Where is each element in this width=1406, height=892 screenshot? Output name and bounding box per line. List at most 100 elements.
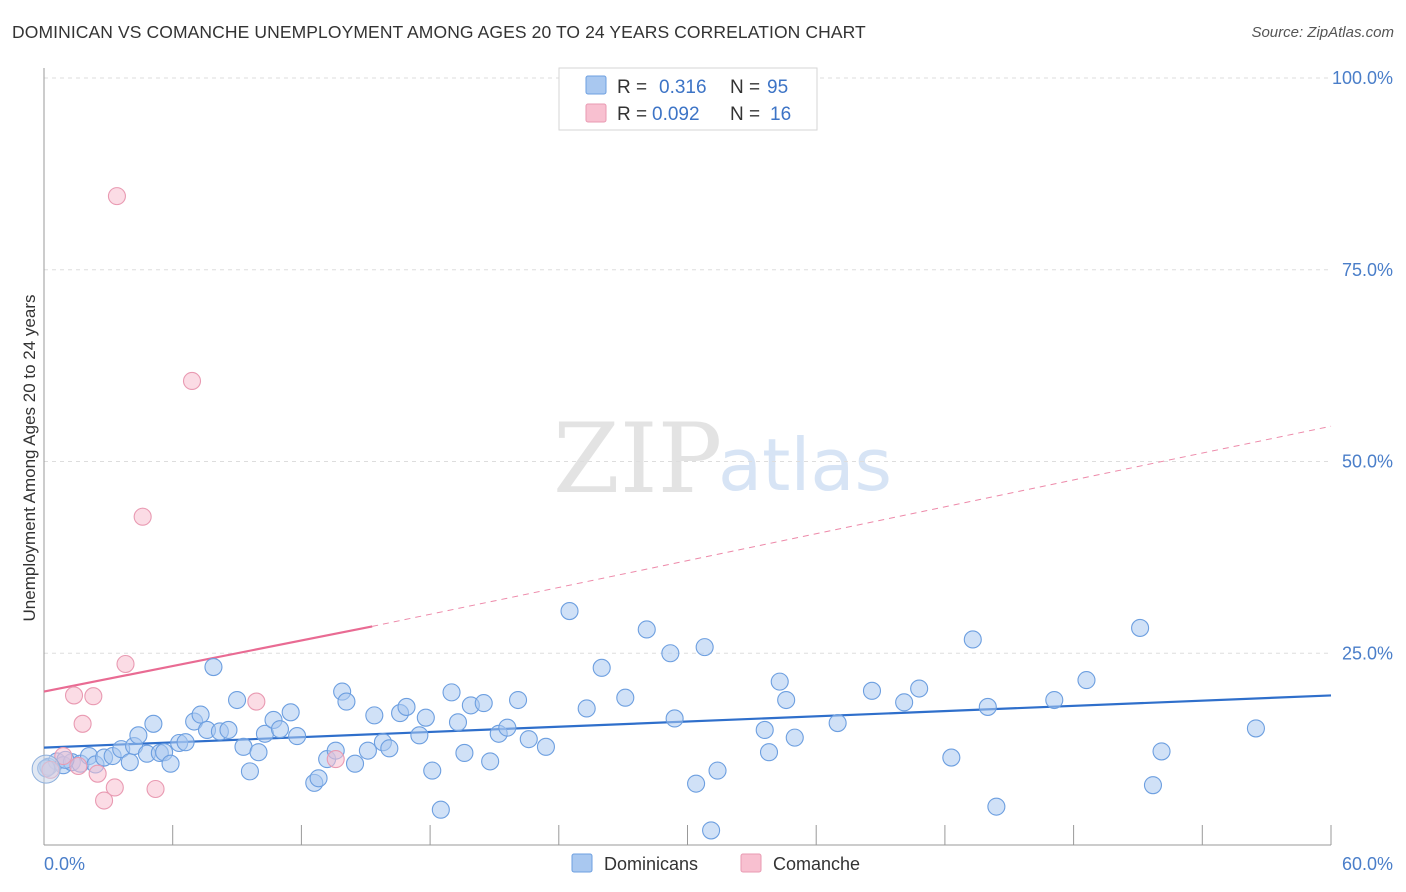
point-comanche-2	[69, 756, 88, 776]
point-dominicans-89	[1131, 618, 1150, 637]
point-dominicans-90	[1143, 776, 1163, 795]
point-comanche-6	[95, 791, 114, 810]
legend-r-label-comanche: R =	[617, 104, 647, 125]
point-dominicans-25	[219, 720, 238, 740]
point-dominicans-57	[481, 752, 500, 771]
point-dominicans-14	[144, 714, 163, 733]
point-dominicans-56	[474, 694, 493, 713]
point-dominicans-72	[702, 821, 721, 840]
point-dominicans-81	[895, 693, 914, 712]
point-comanche-12	[107, 187, 126, 206]
point-dominicans-79	[828, 713, 847, 733]
point-comanche-8	[116, 654, 135, 674]
point-comanche-1	[54, 746, 73, 766]
point-dominicans-85	[978, 697, 997, 716]
point-dominicans-50	[423, 761, 442, 780]
point-dominicans-45	[380, 739, 399, 758]
point-dominicans-73	[708, 761, 727, 780]
point-dominicans-41	[345, 754, 365, 773]
y-tick-labels: 100.0% 75.0% 50.0% 25.0%	[1332, 68, 1393, 663]
point-dominicans-71	[695, 638, 714, 657]
source-label: Source: ZipAtlas.com	[1251, 24, 1394, 41]
y-tick-label-25: 25.0%	[1342, 643, 1393, 663]
point-dominicans-77	[777, 690, 796, 710]
legend-n-label-comanche: N =	[730, 104, 760, 125]
point-comanche-13	[247, 692, 266, 711]
point-dominicans-49	[416, 708, 435, 727]
legend-r-value-dominicans: 0.316	[659, 77, 707, 98]
point-comanche-4	[73, 714, 92, 733]
point-dominicans-65	[592, 658, 611, 677]
point-dominicans-29	[249, 743, 268, 762]
point-dominicans-28	[240, 762, 259, 781]
point-dominicans-88	[1077, 671, 1096, 690]
point-dominicans-59	[498, 718, 517, 737]
point-comanche-14	[326, 750, 345, 769]
series-legend: Dominicans Comanche	[571, 853, 860, 874]
point-dominicans-27	[234, 737, 253, 756]
x-ticks	[172, 825, 1332, 845]
point-dominicans-47	[397, 697, 416, 716]
y-axis-label: Unemployment Among Ages 20 to 24 years	[20, 295, 39, 622]
trend-line-extension-comanche	[372, 425, 1332, 627]
data-points	[31, 187, 1265, 840]
point-dominicans-26	[228, 690, 247, 710]
point-dominicans-69	[665, 709, 684, 728]
series-legend-label-dominicans: Dominicans	[604, 854, 698, 874]
chart-title: DOMINICAN VS COMANCHE UNEMPLOYMENT AMONG…	[12, 22, 866, 42]
series-legend-label-comanche: Comanche	[773, 854, 860, 874]
stats-legend: R = 0.316 N = 95 R = 0.092 N = 16	[558, 67, 818, 131]
series-legend-swatch-dominicans	[571, 853, 593, 873]
y-tick-label-50: 50.0%	[1342, 452, 1393, 472]
point-dominicans-78	[785, 728, 804, 747]
grid-lines	[44, 77, 1331, 654]
point-comanche-3	[64, 686, 84, 705]
point-dominicans-33	[281, 703, 300, 722]
point-dominicans-66	[616, 688, 635, 707]
y-tick-label-100: 100.0%	[1332, 68, 1393, 88]
point-dominicans-54	[455, 743, 474, 763]
point-comanche-5	[84, 687, 103, 706]
point-dominicans-91	[1152, 742, 1171, 761]
legend-n-label-dominicans: N =	[730, 77, 760, 98]
trend-line-comanche	[43, 625, 373, 693]
point-dominicans-19	[176, 733, 195, 752]
point-dominicans-86	[987, 797, 1006, 816]
point-dominicans-48	[410, 726, 429, 745]
point-comanche-9	[133, 507, 152, 526]
point-dominicans-64	[577, 699, 596, 718]
watermark-zip: ZIP	[553, 403, 722, 515]
point-dominicans-75	[759, 743, 779, 762]
legend-r-value-comanche: 0.092	[652, 104, 700, 125]
point-comanche-7	[105, 778, 124, 797]
point-dominicans-12	[129, 726, 148, 745]
point-dominicans-84	[963, 630, 982, 649]
point-dominicans-32	[270, 720, 290, 739]
point-dominicans-62	[536, 737, 555, 756]
point-dominicans-34	[288, 727, 307, 746]
point-dominicans-36	[309, 769, 328, 788]
point-dominicans-67	[637, 620, 656, 639]
point-comanche-11	[182, 371, 202, 391]
point-dominicans-92	[1246, 719, 1265, 738]
point-dominicans-17	[161, 754, 180, 773]
point-dominicans-51	[431, 800, 450, 819]
point-dominicans-60	[508, 690, 528, 710]
legend-r-label-dominicans: R =	[617, 77, 647, 98]
point-dominicans-43	[365, 706, 384, 725]
point-comanche-15	[88, 764, 107, 783]
point-dominicans-80	[862, 681, 882, 700]
point-dominicans-87	[1045, 690, 1064, 710]
legend-n-value-dominicans: 95	[767, 77, 788, 98]
point-dominicans-10	[120, 753, 139, 772]
point-dominicans-42	[358, 741, 377, 760]
legend-n-value-comanche: 16	[770, 104, 791, 125]
point-dominicans-40	[337, 692, 356, 711]
point-dominicans-70	[687, 774, 706, 793]
legend-swatch-dominicans	[585, 75, 607, 95]
point-dominicans-83	[942, 748, 961, 767]
legend-swatch-comanche	[585, 103, 607, 123]
point-dominicans-63	[560, 602, 579, 621]
point-dominicans-23	[204, 658, 223, 677]
